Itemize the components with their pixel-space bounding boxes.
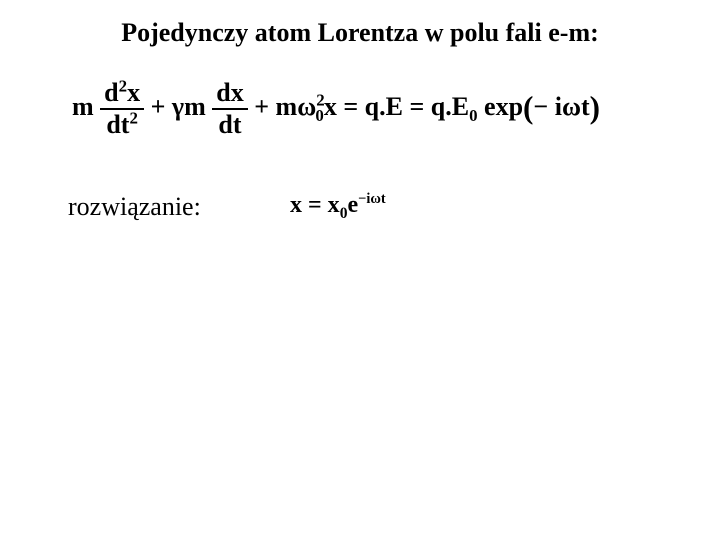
equation-main: m d2x dt2 + γm dx dt + mω 2 0x = q.E = q.E… [72,80,600,138]
eq-gamma-m: γm [172,92,206,121]
eq-E-sub: 0 [469,106,477,125]
solution-label: rozwiązanie: [68,192,201,222]
eq-frac2-den: dt [212,110,247,138]
eq-frac1-den-dt: dt [106,110,129,139]
eq-paren-open: ( [523,90,533,125]
eq2-pre: x = x [290,192,340,218]
eq-frac2-num: dx [212,80,247,110]
eq-frac1-den-sup: 2 [129,108,137,127]
eq2-sup: −iωt [358,191,386,207]
eq-frac1-num-x: x [127,78,140,107]
eq-plus2: + [254,92,269,121]
eq2-e: e [347,192,358,218]
eq-frac2: dx dt [212,80,247,138]
eq-frac1-num-sup: 2 [119,76,127,95]
eq-frac1: d2x dt2 [100,80,144,138]
eq-m1: m [72,92,94,121]
eq-exp-arg: − iωt [533,92,589,121]
eq-m-omega: mω [276,92,317,121]
eq-omega-sub: 0 [315,106,323,125]
eq-plus1: + [151,92,166,121]
eq-after-omega: x = q.E = q.E [324,92,469,121]
eq-paren-close: ) [590,90,600,125]
equation-solution: x = x0e−iωt [290,192,386,219]
slide-title: Pojedynczy atom Lorentza w polu fali e-m… [0,18,720,48]
eq-exp-word: exp [478,92,524,121]
eq-frac1-num-d: d [104,78,118,107]
